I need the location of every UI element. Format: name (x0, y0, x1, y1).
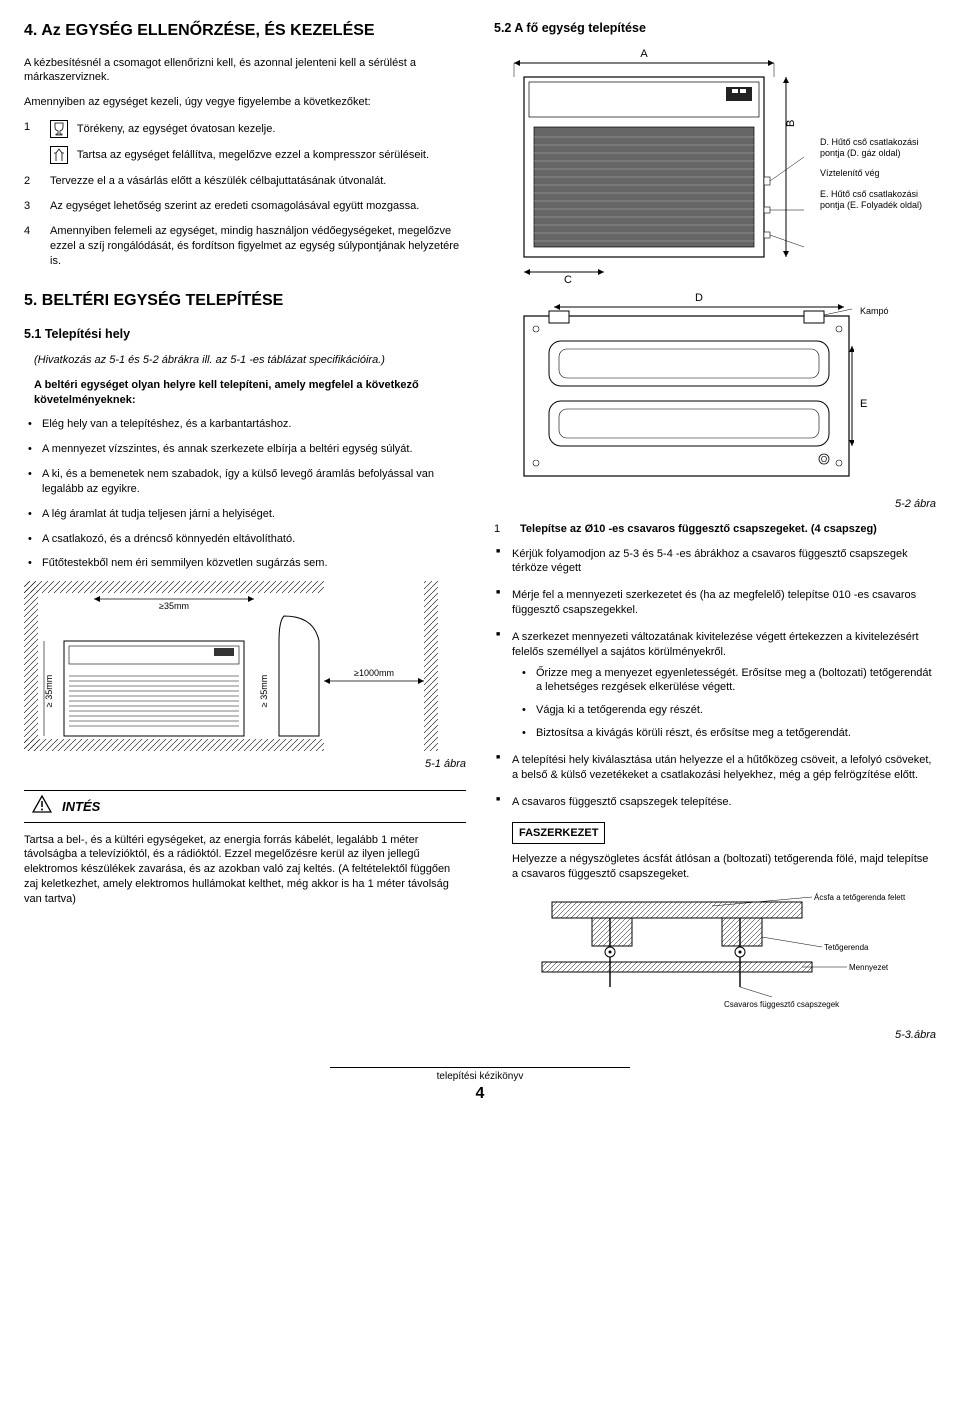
item1b: Tartsa az egységet felállítva, megelőzve… (77, 149, 429, 161)
sq-item: A csavaros függesztő csapszegek telepíté… (512, 795, 936, 810)
sec5-lead: A beltéri egységet olyan helyre kell tel… (24, 378, 466, 408)
unit-front-diagram: A (494, 47, 814, 287)
label-e: E (860, 397, 889, 412)
label-kampo: Kampó (860, 305, 889, 317)
bullet: A mennyezet vízszintes, és annak szerkez… (42, 442, 466, 457)
fas-text: Helyezze a négyszögletes ácsfát átlósan … (512, 852, 936, 882)
label-mennyezet: Mennyezet (849, 963, 889, 972)
svg-text:≥ 35mm: ≥ 35mm (259, 675, 269, 707)
figure-5-1: ≥35mm ≥ 35mm ≥ 35mm (24, 581, 466, 751)
bullet: Elég hely van a telepítéshez, és a karba… (42, 417, 466, 432)
sec4-p2: Amennyiben az egységet kezeli, úgy vegye… (24, 95, 466, 110)
svg-text:D: D (695, 292, 703, 304)
footer: telepítési kézikönyv 4 (24, 1067, 936, 1105)
fragile-icon (50, 120, 68, 138)
list-num: 1 (24, 120, 36, 164)
item4: Amennyiben felemeli az egységet, mindig … (50, 224, 466, 269)
section-51-title: 5.1 Telepítési hely (24, 326, 466, 343)
fig-5-1-caption: 5-1 ábra (24, 757, 466, 772)
warn-title: INTÉS (62, 798, 100, 816)
page-number: 4 (24, 1083, 936, 1105)
sub-item: Őrizze meg a menyezet egyenletességét. E… (536, 666, 936, 696)
svg-text:A: A (640, 48, 648, 60)
sq-item: A telepítési hely kiválasztása után hely… (512, 753, 936, 783)
bullet: A ki, és a bemenetek nem szabadok, így a… (42, 467, 466, 497)
sq-item: Kérjük folyamodjon az 5-3 és 5-4 -es ábr… (512, 547, 936, 577)
label-tetogerenda: Tetőgerenda (824, 943, 869, 952)
footer-text: telepítési kézikönyv (24, 1070, 936, 1084)
item1a: Törékeny, az egységet óvatosan kezelje. (77, 123, 276, 135)
sq-item: A szerkezet mennyezeti változatának kivi… (512, 630, 936, 741)
svg-text:≥ 35mm: ≥ 35mm (44, 675, 54, 707)
faszerkezet-label: FASZERKEZET (512, 822, 605, 845)
label-drain: Víztelenítő vég (820, 168, 930, 179)
section-5-title: 5. BELTÉRI EGYSÉG TELEPÍTÉSE (24, 290, 466, 312)
dim-35: ≥35mm (159, 601, 189, 611)
list-num: 2 (24, 174, 36, 189)
figure-5-3: Ácsfa a tetőgerenda felett Tetőgeren (512, 892, 936, 1022)
fig-5-2-caption: 5-2 ábra (494, 497, 936, 512)
label-csapszeg: Csavaros függesztő csapszegek (724, 1000, 840, 1009)
svg-text:C: C (564, 274, 572, 286)
sq-item: Mérje fel a mennyezeti szerkezetet és (h… (512, 588, 936, 618)
upright-icon (50, 146, 68, 164)
sec5-ref: (Hivatkozás az 5-1 és 5-2 ábrákra ill. a… (24, 353, 466, 368)
list-num: 3 (24, 199, 36, 214)
svg-text:B: B (785, 120, 797, 127)
bullet: A csatlakozó, és a dréncső könnyedén elt… (42, 532, 466, 547)
warning-icon (32, 795, 52, 818)
warn-text: Tartsa a bel-, és a kültéri egységeket, … (24, 833, 466, 907)
item2: Tervezze el a a vásárlás előtt a készülé… (50, 174, 466, 189)
svg-text:O: O (821, 455, 827, 464)
step-num: 1 (494, 522, 506, 537)
label-d-gas: D. Hűtő cső csatlakozási pontja (D. gáz … (820, 137, 930, 159)
section-52-title: 5.2 A fő egység telepítése (494, 20, 936, 37)
bullet: A lég áramlat át tudja teljesen járni a … (42, 507, 466, 522)
section-4-title: 4. Az EGYSÉG ELLENŐRZÉSE, ÉS KEZELÉSE (24, 20, 466, 42)
fig-5-3-caption: 5-3.ábra (512, 1028, 936, 1043)
label-acsfa: Ácsfa a tetőgerenda felett (814, 893, 906, 902)
svg-text:≥1000mm: ≥1000mm (354, 668, 394, 678)
bullet: Fűtőtestekből nem éri semmilyen közvetle… (42, 556, 466, 571)
sub-item: Biztosítsa a kivágás körüli részt, és er… (536, 726, 936, 741)
step1: Telepítse az Ø10 -es csavaros függesztő … (520, 522, 877, 537)
item3: Az egységet lehetőség szerint az eredeti… (50, 199, 466, 214)
label-e-liquid: E. Hűtő cső csatlakozási pontja (E. Foly… (820, 189, 930, 211)
sec4-p1: A kézbesítésnél a csomagot ellenőrizni k… (24, 56, 466, 86)
unit-top-diagram: D (494, 291, 854, 491)
sub-item: Vágja ki a tetőgerenda egy részét. (536, 703, 936, 718)
list-num: 4 (24, 224, 36, 269)
